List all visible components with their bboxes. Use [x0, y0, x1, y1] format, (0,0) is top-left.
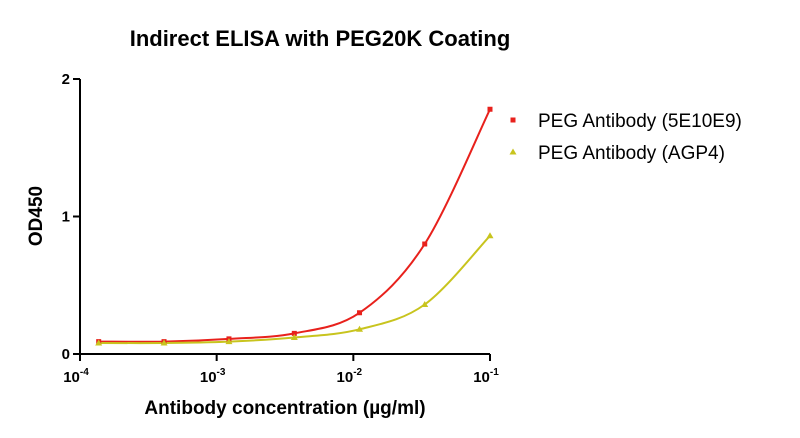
y-axis-label: OD450 — [26, 186, 47, 246]
data-point-series-2 — [421, 301, 429, 307]
data-point-series-2 — [290, 334, 298, 340]
data-point-series-1 — [291, 330, 297, 336]
data-point-series-2 — [95, 339, 103, 346]
x-axis-label: Antibody concentration (µg/ml) — [144, 398, 425, 419]
data-point-series-2 — [160, 339, 168, 346]
x-tick-label: 10-3 — [200, 367, 226, 386]
fit-curve-series-1 — [98, 108, 491, 343]
data-points — [95, 106, 494, 346]
x-ticks: 10-4 10-3 10-2 10-1 — [63, 354, 499, 386]
x-tick-base: 10 — [200, 369, 217, 386]
fit-curves — [98, 108, 491, 345]
fit-curve-series-2 — [98, 235, 491, 345]
x-tick-exponent: -3 — [217, 367, 226, 378]
x-tick-base: 10 — [473, 369, 490, 386]
legend-label-series-1: PEG Antibody (5E10E9) — [538, 111, 742, 132]
x-tick-base: 10 — [63, 369, 80, 386]
y-tick-label: 1 — [62, 209, 70, 226]
data-point-series-2 — [486, 232, 494, 239]
x-tick-label: 10-2 — [337, 367, 363, 386]
x-tick-exponent: -2 — [353, 367, 362, 378]
y-tick-label: 0 — [62, 346, 70, 363]
x-tick-exponent: -1 — [490, 367, 499, 378]
legend: PEG Antibody (5E10E9) PEG Antibody (AGP4) — [509, 111, 742, 164]
y-tick-label: 2 — [62, 71, 70, 88]
x-tick-base: 10 — [337, 369, 354, 386]
legend-marker-series-2 — [509, 148, 517, 155]
legend-label-series-2: PEG Antibody (AGP4) — [538, 143, 725, 164]
chart-title: Indirect ELISA with PEG20K Coating — [130, 26, 511, 51]
legend-marker-series-1 — [510, 117, 516, 123]
x-tick-label: 10-1 — [473, 367, 499, 386]
x-tick-exponent: -4 — [80, 367, 89, 378]
y-ticks: 0 1 2 — [62, 71, 80, 363]
data-point-series-1 — [487, 106, 493, 112]
data-point-series-2 — [225, 338, 233, 345]
axes — [79, 79, 490, 355]
data-point-series-1 — [357, 310, 363, 316]
x-tick-label: 10-4 — [63, 367, 89, 386]
data-point-series-1 — [422, 241, 428, 247]
data-point-series-2 — [356, 325, 364, 332]
